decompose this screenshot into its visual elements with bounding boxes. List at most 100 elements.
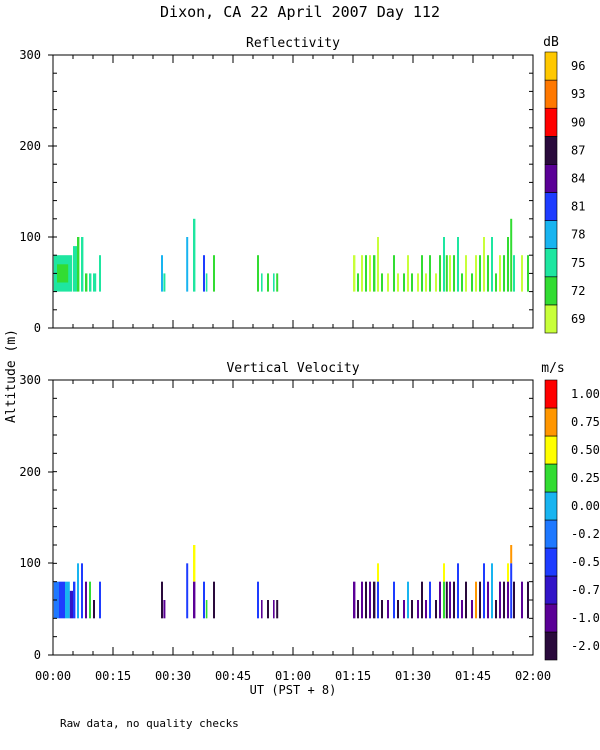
reflectivity-cell — [465, 255, 467, 292]
vertical-velocity-cell — [483, 563, 485, 619]
vertical-velocity-cell — [59, 581, 65, 619]
reflectivity-colorbar-label: 72 — [571, 284, 585, 298]
reflectivity-y-axis: 0 100 200 300 — [19, 48, 53, 335]
reflectivity-colorbar-label: 69 — [571, 312, 585, 326]
vertical-velocity-cell — [465, 581, 467, 619]
vertical-velocity-colorbar-swatch — [544, 575, 558, 605]
velocity-x-ticks — [52, 379, 534, 656]
vertical-velocity-cell — [357, 600, 359, 619]
vertical-velocity-colorbar-label: -0.25 — [571, 527, 600, 541]
reflectivity-colorbar-label: 96 — [571, 59, 585, 73]
vertical-velocity-cell — [99, 581, 101, 619]
velocity-title: Vertical Velocity — [226, 361, 359, 376]
vertical-velocity-cell — [487, 581, 489, 619]
vertical-velocity-cell — [417, 600, 419, 619]
reflectivity-cell — [407, 255, 409, 292]
vertical-velocity-cell — [193, 545, 196, 582]
vertical-velocity-cell — [510, 545, 513, 564]
reflectivity-cell — [429, 255, 431, 292]
vertical-velocity-cell — [161, 581, 163, 619]
vertical-velocity-cell — [507, 563, 509, 582]
vertical-velocity-cell — [85, 581, 87, 619]
vertical-velocity-colorbar-swatch — [544, 631, 558, 661]
reflectivity-colorbar-swatch — [544, 248, 558, 278]
vertical-velocity-cell — [81, 563, 83, 619]
reflectivity-cell — [471, 273, 473, 292]
reflectivity-cell — [257, 255, 259, 292]
velocity-colorbar: -2.00 -1.00 -0.75 -0.50 -0.25 0.00 0.25 0.50 0.7… — [544, 379, 600, 661]
reflectivity-cell — [73, 246, 77, 292]
vertical-velocity-cell — [513, 581, 515, 619]
vertical-velocity-colorbar-label: 0.75 — [571, 415, 600, 429]
vertical-velocity-colorbar-label: 1.00 — [571, 387, 600, 401]
vertical-velocity-colorbar-label: 0.25 — [571, 471, 600, 485]
vertical-velocity-colorbar-swatch — [544, 491, 558, 521]
vertical-velocity-cell — [369, 581, 371, 619]
reflectivity-colorbar-swatch — [544, 276, 558, 306]
vertical-velocity-cell — [387, 600, 389, 619]
reflectivity-title: Reflectivity — [246, 36, 340, 51]
velocity-y-tick-label: 0 — [34, 648, 41, 662]
reflectivity-cell — [373, 255, 376, 292]
reflectivity-cell — [439, 255, 441, 292]
reflectivity-cell — [397, 273, 399, 292]
reflectivity-cell — [475, 255, 477, 292]
vertical-velocity-colorbar-label: -2.00 — [571, 639, 600, 653]
vertical-velocity-colorbar-swatch — [544, 435, 558, 465]
vertical-velocity-cell — [449, 581, 451, 619]
reflectivity-colorbar-swatch — [544, 79, 558, 109]
reflectivity-colorbar-label: 78 — [571, 228, 585, 242]
reflectivity-cell — [163, 273, 166, 292]
vertical-velocity-cell — [425, 600, 427, 619]
vertical-velocity-cell — [65, 581, 70, 619]
velocity-y-tick-label: 100 — [19, 556, 41, 570]
x-tick-label: 00:15 — [95, 669, 131, 683]
reflectivity-cell — [89, 273, 92, 292]
reflectivity-cell — [203, 255, 205, 292]
reflectivity-cell — [479, 255, 481, 292]
vertical-velocity-cell — [276, 600, 279, 619]
reflectivity-cell — [421, 255, 423, 292]
reflectivity-colorbar-label: 87 — [571, 143, 585, 157]
reflectivity-cell — [213, 255, 215, 292]
vertical-velocity-cell — [267, 600, 269, 619]
chart-title: Dixon, CA 22 April 2007 Day 112 — [160, 3, 440, 21]
velocity-units: m/s — [541, 361, 564, 376]
reflectivity-colorbar-label: 81 — [571, 200, 585, 214]
vertical-velocity-cell — [443, 581, 445, 619]
reflectivity-y-tick-label: 100 — [19, 230, 41, 244]
vertical-velocity-colorbar-label: 0.00 — [571, 499, 600, 513]
reflectivity-cell — [513, 255, 515, 292]
vertical-velocity-colorbar-label: -0.50 — [571, 555, 600, 569]
vertical-velocity-cell — [403, 600, 405, 619]
vertical-velocity-cell — [397, 600, 399, 619]
panel-reflectivity: Reflectivity dB 0 100 200 300 69 72 75 78 81… — [19, 35, 585, 335]
vertical-velocity-cell — [471, 600, 473, 619]
reflectivity-cell — [487, 255, 489, 292]
vertical-velocity-cell — [445, 581, 448, 619]
reflectivity-colorbar-swatch — [544, 192, 558, 221]
vertical-velocity-colorbar-label: -1.00 — [571, 611, 600, 625]
reflectivity-cell — [503, 255, 505, 292]
vertical-velocity-cell — [393, 581, 395, 619]
reflectivity-colorbar-label: 90 — [571, 115, 585, 129]
reflectivity-cell — [161, 255, 163, 292]
vertical-velocity-colorbar-swatch — [544, 379, 558, 409]
vertical-velocity-cell — [461, 600, 463, 619]
reflectivity-cell — [77, 237, 80, 292]
reflectivity-x-ticks — [52, 54, 534, 329]
reflectivity-cell — [507, 237, 509, 292]
vertical-velocity-cell — [429, 581, 431, 619]
reflectivity-cell — [365, 255, 367, 292]
vertical-velocity-cell — [507, 581, 509, 619]
reflectivity-cell — [57, 264, 69, 283]
vertical-velocity-colorbar-swatch — [544, 547, 558, 577]
reflectivity-cell — [393, 255, 395, 292]
vertical-velocity-colorbar-swatch — [544, 603, 558, 633]
x-axis-label: UT (PST + 8) — [250, 683, 337, 697]
reflectivity-cell — [381, 273, 383, 292]
vertical-velocity-cell — [411, 600, 413, 619]
reflectivity-cell — [99, 255, 101, 292]
reflectivity-cell — [276, 273, 279, 292]
